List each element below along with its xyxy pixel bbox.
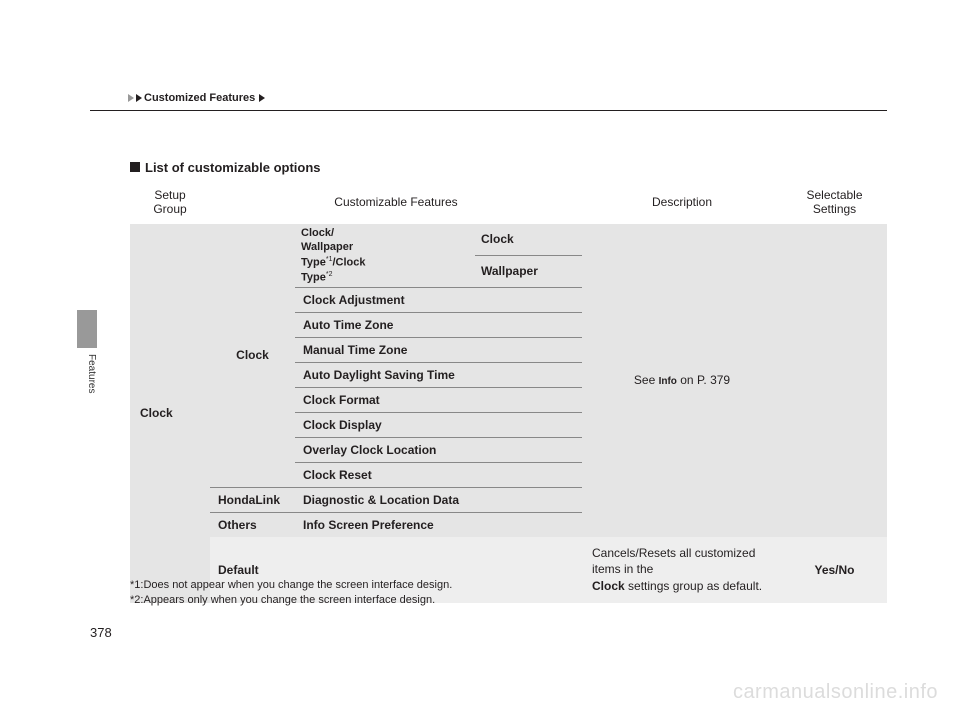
section-title-text: List of customizable options	[145, 160, 321, 175]
feature-diagnostic: Diagnostic & Location Data	[295, 487, 582, 512]
nested-wallpaper: Wallpaper	[475, 255, 582, 287]
feature-clock-reset: Clock Reset	[295, 462, 582, 487]
selectable-cell	[782, 224, 887, 537]
footnote-1: *1:Does not appear when you change the s…	[130, 578, 452, 593]
section-bullet-icon	[130, 162, 140, 172]
feature-clock-format: Clock Format	[295, 387, 582, 412]
feature-clock-display: Clock Display	[295, 412, 582, 437]
subgroup-hondalink: HondaLink	[210, 487, 295, 512]
description-cell: See Info on P. 379	[582, 224, 782, 537]
feature-clock-adjustment: Clock Adjustment	[295, 287, 582, 312]
feature-overlay-clock: Overlay Clock Location	[295, 437, 582, 462]
page-container: Customized Features List of customizable…	[0, 0, 960, 722]
breadcrumb: Customized Features	[128, 92, 267, 104]
options-table: Setup Group Customizable Features Descri…	[130, 180, 887, 603]
breadcrumb-arrow-icon	[128, 94, 134, 102]
header-description: Description	[582, 180, 782, 224]
subgroup-clock: Clock	[210, 224, 295, 487]
feature-auto-time-zone: Auto Time Zone	[295, 312, 582, 337]
breadcrumb-text: Customized Features	[144, 92, 255, 104]
section-title: List of customizable options	[130, 160, 321, 175]
footnote-2: *2:Appears only when you change the scre…	[130, 593, 452, 608]
feature-auto-dst: Auto Daylight Saving Time	[295, 362, 582, 387]
subgroup-others: Others	[210, 512, 295, 537]
footnotes: *1:Does not appear when you change the s…	[130, 578, 452, 609]
selectable-yesno: Yes/No	[782, 537, 887, 603]
header-selectable: Selectable Settings	[782, 180, 887, 224]
nested-type-label: Clock/ Wallpaper Type*1/Clock Type*2	[295, 224, 475, 287]
feature-info-screen: Info Screen Preference	[295, 512, 582, 537]
header-setup-group: Setup Group	[130, 180, 210, 224]
default-description: Cancels/Resets all customized items in t…	[582, 537, 782, 603]
breadcrumb-arrow-icon	[259, 94, 265, 102]
nested-clock: Clock	[475, 224, 582, 255]
page-number: 378	[90, 625, 112, 640]
feature-manual-time-zone: Manual Time Zone	[295, 337, 582, 362]
header-custom-features: Customizable Features	[210, 180, 582, 224]
header-divider	[90, 110, 887, 111]
setup-group-cell: Clock	[130, 224, 210, 603]
side-label: Features	[86, 354, 97, 393]
breadcrumb-arrow-icon	[136, 94, 142, 102]
table-row: Clock Clock Clock/ Wallpaper Type*1/Cloc…	[130, 224, 887, 255]
side-tab	[77, 310, 97, 348]
table-header-row: Setup Group Customizable Features Descri…	[130, 180, 887, 224]
watermark: carmanualsonline.info	[733, 681, 938, 704]
